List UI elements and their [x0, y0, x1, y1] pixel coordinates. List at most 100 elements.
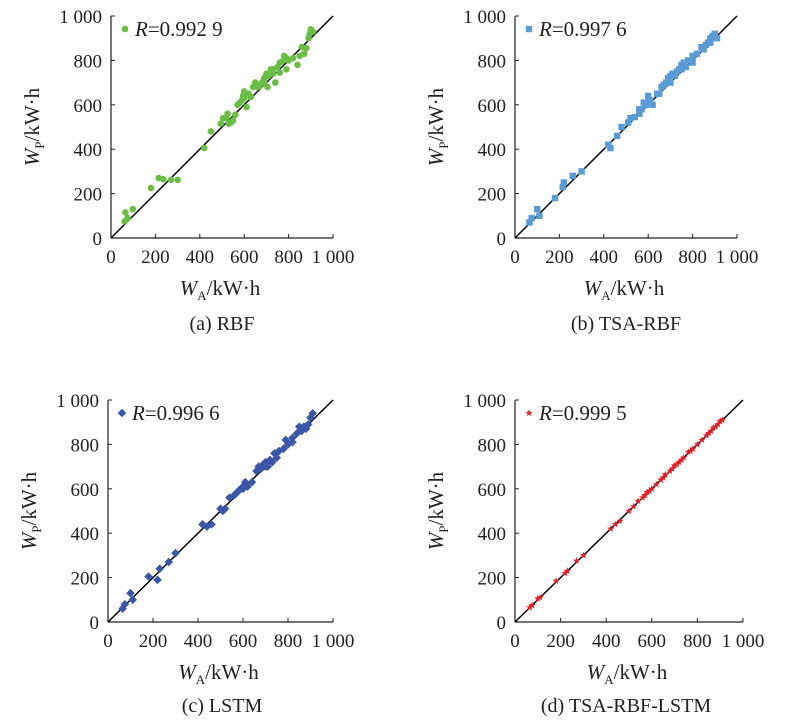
data-point: [247, 93, 255, 101]
data-point: [707, 427, 715, 435]
data-point: [283, 54, 290, 62]
data-point: [641, 491, 649, 499]
x-tick-label: 0: [510, 247, 520, 268]
legend-marker: [525, 409, 533, 417]
legend-label: R=0.997 6: [538, 17, 627, 41]
data-point: [289, 54, 297, 62]
y-tick-label: 600: [74, 96, 103, 117]
data-point: [658, 83, 665, 91]
y-tick-label: 800: [478, 435, 507, 456]
data-point: [707, 39, 714, 46]
data-point: [677, 456, 686, 464]
legend-marker: [117, 408, 127, 418]
data-point: [671, 72, 679, 80]
chart-panel-4: 0 200 400 600 800 1 000 0 200 400 600 800 1 000 R=0.…: [424, 391, 764, 717]
y-tick-label: 1 000: [463, 391, 506, 412]
data-point: [243, 482, 252, 491]
data-point: [613, 132, 621, 140]
data-point: [689, 52, 696, 60]
chart-panel-2: 0 200 400 600 800 1 000 0 200 400 600 800 1 000 R=0.…: [424, 7, 758, 335]
data-point: [153, 575, 162, 585]
data-point: [645, 99, 652, 106]
data-point: [122, 209, 129, 216]
x-tick-label: 600: [229, 631, 258, 652]
data-point: [306, 413, 315, 423]
data-point: [657, 476, 665, 483]
data-point: [649, 101, 656, 108]
data-point: [534, 205, 541, 213]
data-point: [128, 595, 138, 605]
data-point: [702, 431, 711, 439]
data-point: [120, 599, 130, 609]
data-point: [129, 205, 137, 213]
data-point: [693, 440, 702, 448]
x-tick-label: 1 000: [716, 247, 759, 268]
data-point: [563, 567, 572, 575]
data-point: [578, 168, 585, 175]
y-tick-label: 200: [74, 185, 103, 206]
x-tick-label: 1 000: [312, 247, 355, 268]
data-point: [712, 422, 720, 430]
data-point: [680, 59, 687, 66]
data-point: [240, 94, 248, 102]
data-point: [716, 417, 724, 425]
data-point: [636, 106, 643, 113]
data-point: [155, 564, 165, 574]
data-point: [247, 477, 257, 487]
x-tick-label: 800: [678, 247, 707, 268]
y-tick-label: 0: [93, 229, 103, 250]
data-point: [675, 458, 683, 466]
data-point: [670, 461, 679, 469]
x-axis-label: WA/kW·h: [584, 276, 665, 303]
data-point: [279, 444, 288, 454]
data-point: [243, 103, 250, 111]
data-point: [276, 59, 284, 66]
data-point: [636, 110, 643, 117]
data-point: [229, 117, 237, 124]
x-tick-label: 0: [106, 247, 116, 268]
data-point: [686, 447, 695, 455]
x-tick-label: 200: [546, 631, 575, 652]
y-tick-label: 600: [71, 480, 100, 501]
legend-label: R=0.996 6: [131, 401, 220, 425]
legend-marker: [121, 25, 129, 33]
x-tick-label: 600: [638, 631, 667, 652]
y-tick-label: 400: [478, 140, 507, 161]
data-point: [303, 44, 310, 52]
y-tick-label: 200: [478, 569, 507, 590]
x-axis-label: WA/kW·h: [180, 276, 261, 303]
data-point: [713, 35, 721, 42]
data-point: [645, 487, 654, 495]
data-point: [662, 79, 670, 86]
data-point: [281, 435, 291, 445]
data-point: [605, 141, 612, 148]
chart-panel-3: 0 200 400 600 800 1 000 0 200 400 600 800 1 000 R=0.…: [17, 391, 354, 717]
y-tick-label: 800: [71, 435, 100, 456]
data-point: [711, 30, 718, 37]
data-point: [579, 551, 588, 559]
x-tick-label: 800: [274, 247, 303, 268]
data-point: [536, 593, 544, 601]
data-point: [294, 422, 304, 431]
chart-panel-1: 0 200 400 600 800 1 000 0 200 400 600 800 1 000 R=0.…: [20, 7, 354, 335]
data-point: [625, 507, 633, 515]
data-point: [260, 79, 268, 86]
data-point: [625, 119, 632, 126]
data-point: [645, 92, 652, 100]
data-point: [618, 123, 625, 131]
y-axis-label: WP/kW·h: [20, 87, 47, 166]
data-point: [256, 464, 266, 474]
y-axis-label: WP/kW·h: [424, 471, 451, 550]
x-tick-label: 400: [184, 631, 213, 652]
y-tick-label: 1 000: [56, 391, 99, 412]
legend-marker: [525, 25, 533, 33]
data-point: [673, 460, 681, 468]
x-tick-label: 800: [683, 631, 712, 652]
data-point: [288, 437, 297, 447]
x-tick-label: 400: [186, 247, 215, 268]
data-point: [656, 90, 663, 97]
data-point: [661, 470, 670, 478]
x-tick-label: 200: [139, 631, 168, 652]
y-axis-label: WP/kW·h: [17, 471, 44, 550]
data-point: [682, 63, 690, 71]
